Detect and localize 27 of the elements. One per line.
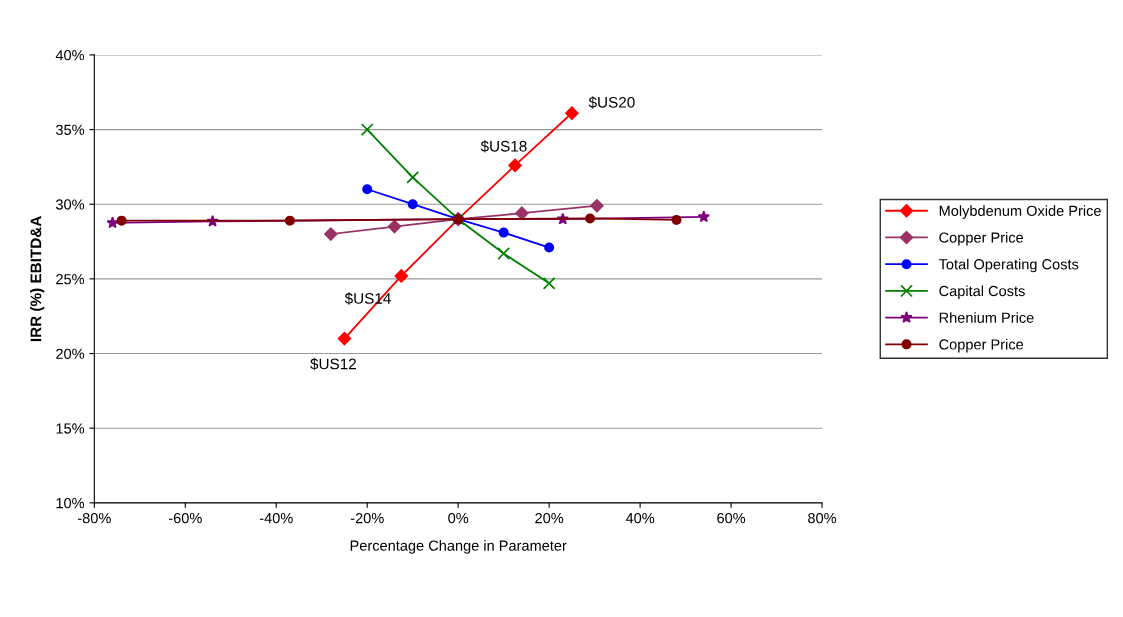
x-axis-title: Percentage Change in Parameter <box>350 540 567 554</box>
y-tick-label: 25% <box>56 273 85 285</box>
legend-label: Total Operating Costs <box>938 258 1079 273</box>
legend-label: Copper Price <box>939 338 1024 353</box>
legend-label: Rhenium Price <box>939 312 1034 323</box>
y-tick-label: 30% <box>55 199 85 210</box>
x-tick-label: -20% <box>350 512 384 524</box>
annotation: $US18 <box>480 140 527 153</box>
y-tick-label: 35% <box>55 124 85 135</box>
y-tick-label: 20% <box>56 348 85 359</box>
legend-label: Molybdenum Oxide Price <box>939 205 1101 219</box>
x-tick-label: -40% <box>259 512 293 524</box>
legend-label: Copper Price <box>939 232 1024 246</box>
x-tick-label: 60% <box>717 512 746 524</box>
legend-label: Capital Costs <box>939 285 1025 300</box>
annotation: $US12 <box>310 357 356 371</box>
y-tick-label: 15% <box>56 423 85 434</box>
y-tick-label: 10% <box>56 497 85 509</box>
y-tick-label: 40% <box>55 50 85 61</box>
y-axis-title: IRR (%) EBITD&A <box>30 216 45 342</box>
x-tick-label: 80% <box>808 512 837 524</box>
x-tick-label: -80% <box>77 512 111 524</box>
x-tick-label: -60% <box>168 512 202 524</box>
x-tick-label: 40% <box>625 512 655 524</box>
x-tick-label: 20% <box>535 512 564 524</box>
x-tick-label: 0% <box>448 512 469 524</box>
annotation: $US20 <box>588 96 635 109</box>
